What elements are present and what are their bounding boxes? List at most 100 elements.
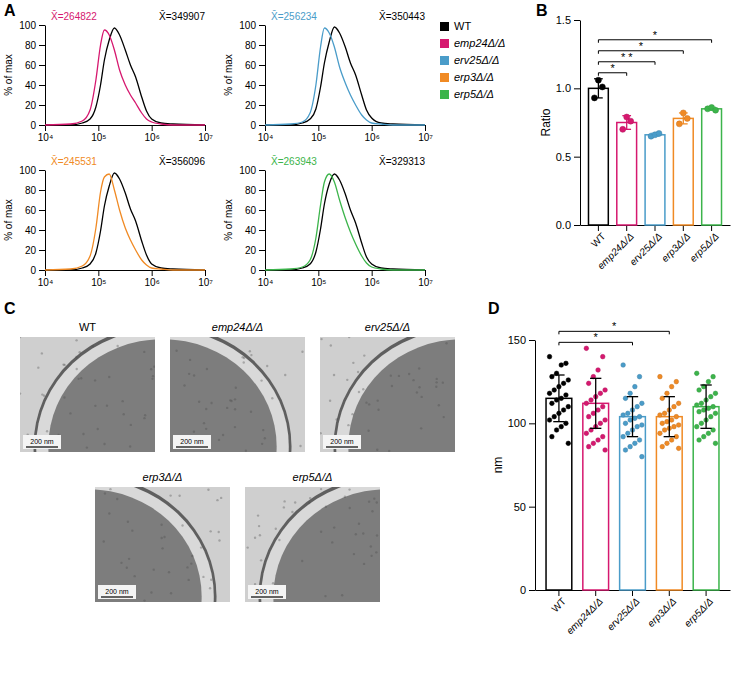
texture — [291, 511, 293, 513]
micrograph-title: erv25Δ/Δ — [365, 321, 410, 333]
scale-bar-background — [323, 435, 361, 449]
data-point — [554, 428, 559, 433]
y-tick-label: 60 — [245, 60, 257, 71]
x-tick-label: 10⁵ — [91, 132, 106, 143]
x-tick-label: emp24Δ/Δ — [595, 230, 636, 271]
y-tick: 1.0 — [556, 82, 580, 94]
y-tick-label: 20 — [245, 100, 257, 111]
texture — [341, 594, 343, 596]
bar — [645, 135, 665, 225]
mean-annotation: X̄=350443 — [379, 10, 425, 22]
texture — [320, 488, 322, 490]
x-tick-mark — [98, 270, 99, 276]
y-tick-mark — [39, 45, 45, 46]
texture — [370, 545, 372, 547]
y-axis-title: Ratio — [539, 108, 553, 136]
error-bar-cap — [590, 428, 601, 429]
data-point — [669, 418, 674, 423]
y-tick-label: 100 — [239, 20, 256, 31]
y-tick-mark — [259, 65, 265, 66]
x-tick: 10⁷ — [418, 270, 433, 288]
texture — [376, 449, 378, 451]
histogram-line — [45, 173, 205, 270]
error-bar-cap — [651, 136, 660, 137]
texture — [116, 345, 118, 347]
y-tick-label: 60 — [25, 60, 37, 71]
texture — [254, 537, 256, 539]
texture — [445, 342, 447, 344]
error-bar — [679, 113, 688, 124]
texture — [191, 555, 193, 557]
mean-annotation: X̄=356096 — [159, 155, 205, 167]
significance-label: * — [610, 62, 615, 74]
y-tick-label: 0 — [520, 584, 526, 596]
y-tick: 0 — [250, 120, 265, 131]
texture — [301, 351, 303, 353]
cell-membrane — [348, 339, 455, 452]
mean-annotation: X̄=349907 — [159, 10, 205, 22]
y-tick-label: 0 — [30, 265, 36, 276]
x-tick-label: 10⁷ — [198, 277, 213, 288]
y-tick: 60 — [25, 205, 45, 216]
y-tick-label: 0.5 — [556, 151, 571, 163]
data-point — [672, 424, 677, 429]
texture — [108, 376, 110, 378]
histogram-line — [265, 28, 425, 125]
data-point — [584, 346, 589, 351]
y-axis-title: % of max — [223, 54, 234, 96]
data-point — [626, 431, 631, 436]
texture — [243, 357, 245, 359]
y-tick-mark — [529, 423, 535, 424]
error-bar-stem — [595, 378, 596, 428]
texture — [320, 338, 322, 340]
y-tick-label: 60 — [245, 205, 257, 216]
texture — [375, 551, 377, 553]
x-tick: 10⁷ — [418, 125, 433, 143]
texture — [234, 398, 236, 400]
data-point — [603, 448, 608, 453]
texture — [299, 445, 301, 447]
texture — [348, 488, 350, 490]
micrograph-title: erp3Δ/Δ — [143, 471, 183, 483]
bar — [656, 417, 682, 590]
y-tick-mark — [574, 88, 580, 89]
data-point — [621, 413, 626, 418]
mean-annotation: X̄=245531 — [51, 155, 97, 167]
x-tick-label: emp24Δ/Δ — [564, 595, 605, 636]
y-tick: 150 — [508, 334, 535, 346]
texture — [75, 339, 77, 341]
data-point — [628, 418, 633, 423]
texture — [150, 591, 152, 593]
y-tick-mark — [259, 190, 265, 191]
plot-marks — [588, 77, 721, 225]
error-bar — [553, 375, 564, 422]
texture — [262, 429, 264, 431]
y-tick-mark — [39, 65, 45, 66]
texture — [330, 344, 332, 346]
texture — [329, 400, 331, 402]
y-tick-mark — [574, 20, 580, 21]
texture — [234, 426, 236, 428]
x-tick-label: erp5Δ/Δ — [682, 595, 716, 629]
texture — [123, 413, 125, 415]
error-bar-stem — [598, 79, 599, 98]
bar — [546, 398, 572, 590]
data-point — [628, 118, 634, 124]
data-point — [672, 404, 677, 409]
texture — [390, 374, 392, 376]
error-bar — [651, 133, 660, 136]
data-point — [584, 401, 589, 406]
y-tick: 20 — [245, 100, 265, 111]
y-axis: 020406080100 — [239, 165, 265, 276]
y-tick: 20 — [25, 100, 45, 111]
cell-wall-outer — [34, 337, 156, 452]
texture — [82, 433, 84, 435]
x-tick: 10⁴ — [38, 270, 53, 288]
y-tick: 40 — [245, 80, 265, 91]
texture — [348, 337, 350, 338]
texture — [41, 352, 43, 354]
y-tick: 60 — [245, 205, 265, 216]
error-bar — [664, 397, 675, 437]
texture — [264, 437, 266, 439]
y-tick: 100 — [508, 417, 535, 429]
